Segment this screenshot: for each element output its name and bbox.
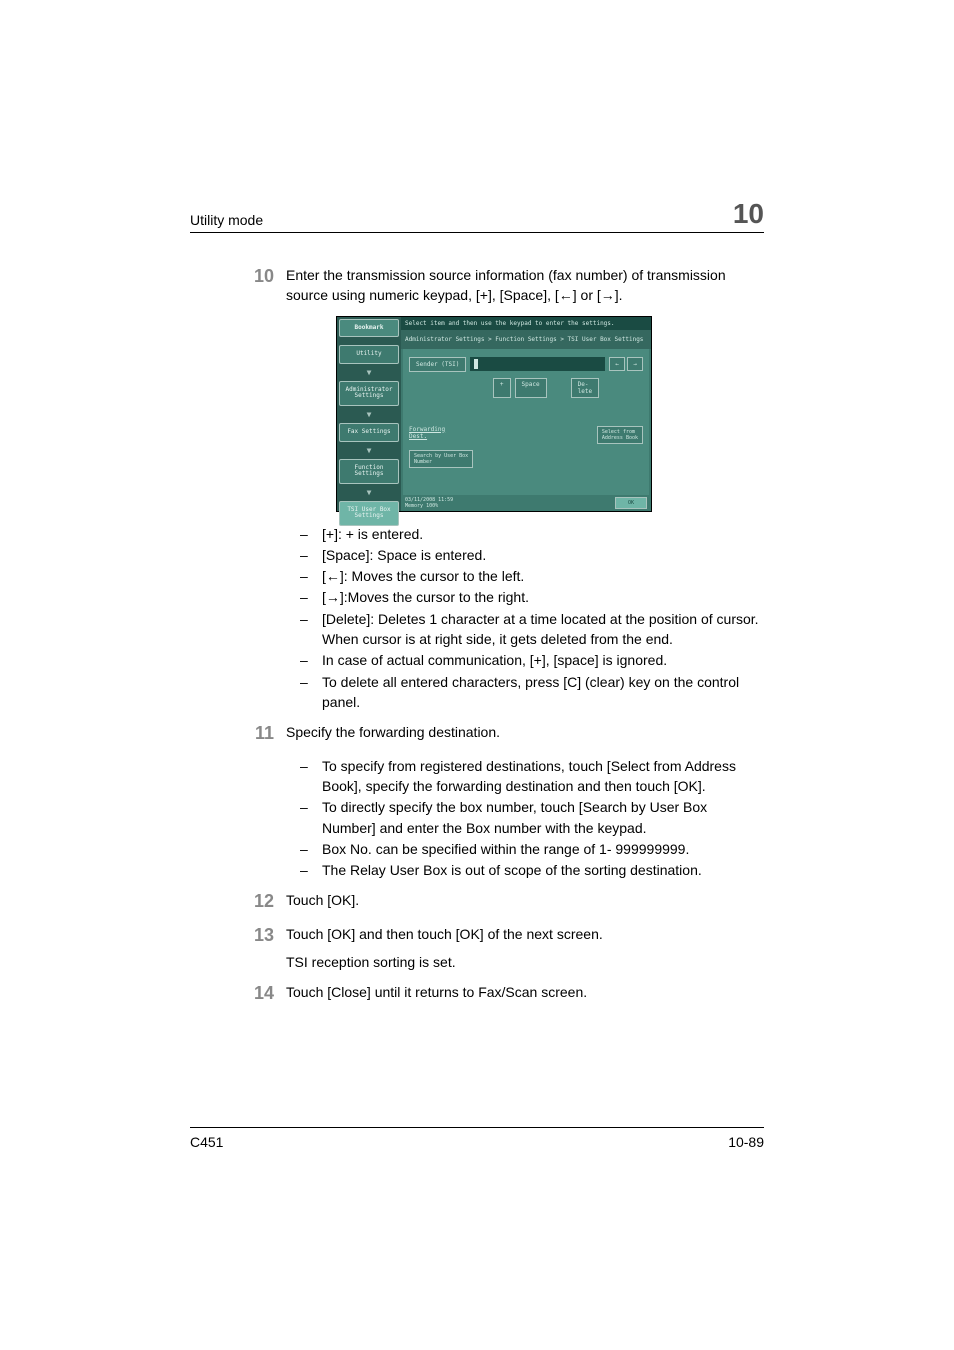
screenshot-instruction: Select item and then use the keypad to e… (401, 317, 651, 330)
step-number: 10 (190, 265, 286, 306)
page-footer: C451 10-89 (190, 1127, 764, 1150)
ok-button: OK (615, 497, 647, 509)
step-text: TSI reception sorting is set. (286, 952, 764, 972)
space-button: Space (515, 378, 547, 398)
tsi-user-box-button: TSI User Box Settings (339, 501, 399, 526)
list-item: [+]: + is entered. (322, 524, 764, 544)
select-address-book-button: Select from Address Book (597, 426, 643, 444)
list-item: [Delete]: Deletes 1 character at a time … (322, 609, 764, 650)
screenshot-sidebar: Bookmark Utility ▼ Administrator Setting… (337, 317, 401, 511)
footer-model: C451 (190, 1134, 223, 1150)
text-cursor (474, 359, 478, 369)
device-screenshot: Bookmark Utility ▼ Administrator Setting… (336, 316, 652, 512)
list-item: [→]:Moves the cursor to the right. (322, 587, 764, 607)
list-item: The Relay User Box is out of scope of th… (322, 860, 764, 880)
plus-button: + (493, 378, 511, 398)
list-item: Box No. can be specified within the rang… (322, 839, 764, 859)
header-chapter-number: 10 (733, 200, 764, 228)
list-item: To delete all entered characters, press … (322, 672, 764, 713)
list-item: In case of actual communication, [+], [s… (322, 650, 764, 670)
utility-button: Utility (339, 345, 399, 364)
footer-page-number: 10-89 (728, 1134, 764, 1150)
list-item: [Space]: Space is entered. (322, 545, 764, 565)
step-10-sublist: –[+]: + is entered. –[Space]: Space is e… (300, 524, 764, 713)
screenshot-main: Select item and then use the keypad to e… (401, 317, 651, 511)
list-item: To directly specify the box number, touc… (322, 797, 764, 838)
step-number: 14 (190, 982, 286, 1005)
step-11: 11 Specify the forwarding destination. (190, 722, 764, 745)
bookmark-button: Bookmark (339, 319, 399, 338)
search-user-box-button: Search by User Box Number (409, 450, 473, 468)
step-text: Enter the transmission source informatio… (286, 265, 764, 306)
arrow-down-icon: ▼ (339, 488, 399, 497)
step-11-sublist: –To specify from registered destinations… (300, 756, 764, 881)
step-14: 14 Touch [Close] until it returns to Fax… (190, 982, 764, 1005)
forwarding-dest-label: Forwarding Dest. (409, 426, 445, 444)
step-text: Touch [OK]. (286, 890, 764, 913)
header-section: Utility mode (190, 212, 263, 228)
fax-settings-button: Fax Settings (339, 423, 399, 442)
arrow-down-icon: ▼ (339, 368, 399, 377)
arrow-down-icon: ▼ (339, 446, 399, 455)
step-text: Specify the forwarding destination. (286, 722, 764, 745)
page-header: Utility mode 10 (190, 200, 764, 233)
sender-tsi-label: Sender (TSI) (409, 357, 466, 372)
list-item: To specify from registered destinations,… (322, 756, 764, 797)
step-number: 12 (190, 890, 286, 913)
screenshot-datetime: 03/11/2008 11:59 (405, 497, 453, 503)
screenshot-breadcrumb: Administrator Settings > Function Settin… (401, 330, 651, 349)
step-number: 13 (190, 924, 286, 973)
screenshot-memory: Memory 100% (405, 503, 453, 509)
list-item: [←]: Moves the cursor to the left. (322, 566, 764, 586)
screenshot-footer: 03/11/2008 11:59 Memory 100% OK (401, 495, 651, 511)
step-text: Touch [OK] and then touch [OK] of the ne… (286, 924, 764, 944)
step-12: 12 Touch [OK]. (190, 890, 764, 913)
arrow-right-button: → (627, 357, 643, 371)
sender-input (470, 357, 605, 371)
delete-button: De- lete (571, 378, 599, 398)
arrow-left-button: ← (609, 357, 625, 371)
step-10: 10 Enter the transmission source informa… (190, 265, 764, 306)
step-number: 11 (190, 722, 286, 745)
admin-settings-button: Administrator Settings (339, 381, 399, 406)
step-text: Touch [Close] until it returns to Fax/Sc… (286, 982, 764, 1005)
function-settings-button: Function Settings (339, 459, 399, 484)
screenshot-content: Sender (TSI) ← → + Space De- lete (403, 349, 649, 495)
arrow-down-icon: ▼ (339, 410, 399, 419)
step-13: 13 Touch [OK] and then touch [OK] of the… (190, 924, 764, 973)
